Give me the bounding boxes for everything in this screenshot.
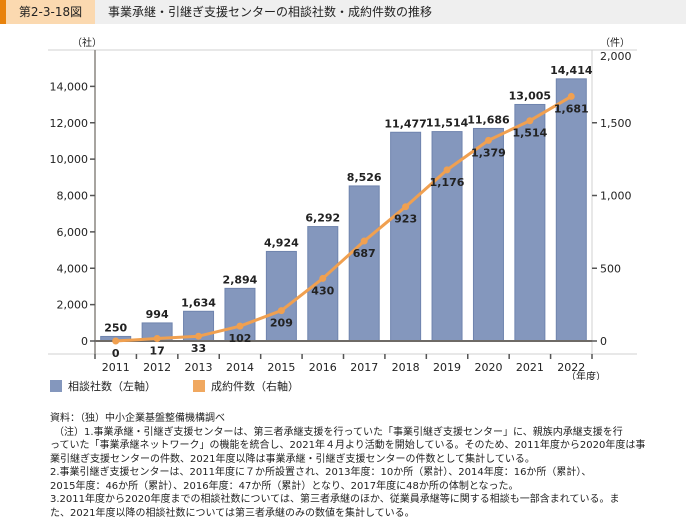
note-line: （注）1.事業承継・引継ぎ支援センターは、第三者承継支援を行っていた「事業引継ぎ…: [54, 426, 623, 438]
right-axis-unit: （件）: [600, 37, 630, 49]
x-axis-tick-label: 2015: [267, 361, 295, 374]
note-line: た、2021年度以降の相談社数については第三者承継のみの数値を集計している。: [50, 507, 415, 519]
bar-value-label: 994: [146, 308, 169, 321]
line-value-label: 102: [228, 332, 251, 345]
bar-value-label: 11,477: [384, 117, 426, 130]
x-axis-tick-label: 2014: [226, 361, 254, 374]
bar-consultations: [514, 103, 546, 342]
x-axis-tick-label: 2017: [350, 361, 378, 374]
bar-value-label: 250: [104, 321, 127, 334]
line-value-label: 687: [353, 247, 376, 260]
note-line: 2015年度：46か所（累計）、2016年度：47か所（累計）となり、2017年…: [50, 480, 519, 492]
line-value-label: 1,514: [512, 127, 547, 140]
x-axis-tick-label: 2019: [433, 361, 461, 374]
line-point: [443, 166, 451, 174]
line-point: [112, 337, 120, 345]
x-axis-tick-label: 2021: [516, 361, 544, 374]
line-value-label: 923: [394, 213, 417, 226]
line-point: [277, 307, 285, 315]
note-line: 業引継ぎ支援センターの件数、2021年度以降は事業承継・引継ぎ支援センターの件数…: [50, 453, 535, 465]
chart-frame: [48, 49, 637, 355]
line-point: [567, 92, 575, 100]
line-point: [402, 203, 410, 211]
bar-value-label: 1,634: [181, 296, 216, 309]
note-line: 2.事業引継ぎ支援センターは、2011年度に７か所設置され、2013年度：10か…: [50, 467, 592, 478]
line-value-label: 1,379: [471, 146, 506, 159]
x-axis-tick-label: 2013: [185, 361, 213, 374]
left-axis-tick-label: 2,000: [57, 299, 89, 312]
line-value-label: 17: [149, 345, 164, 358]
line-value-label: 209: [270, 317, 293, 330]
right-axis-tick-label: 500: [600, 262, 621, 275]
left-axis-tick-label: 4,000: [57, 262, 89, 275]
line-value-label: 430: [311, 284, 334, 297]
notes: 資料：（独）中小企業基盤整備機構調べ （注）1.事業承継・引継ぎ支援センターは、…: [50, 412, 670, 520]
bar-consultations: [224, 287, 256, 342]
legend-label-deals: 成約件数（右軸）: [211, 380, 299, 393]
header-accent-bar: [0, 0, 6, 24]
bar-consultations: [472, 127, 504, 342]
bar-value-label: 14,414: [550, 64, 593, 77]
bar-value-label: 11,686: [467, 113, 510, 126]
line-value-label: 0: [112, 347, 120, 360]
bar-consultations: [348, 185, 380, 342]
right-axis-tick-label: 2,000: [600, 50, 632, 63]
line-point: [526, 117, 534, 125]
line-value-label: 33: [191, 342, 206, 355]
x-axis-tick-label: 2018: [392, 361, 420, 374]
left-axis-tick-label: 12,000: [50, 117, 89, 130]
source-note: 資料：（独）中小企業基盤整備機構調べ: [50, 413, 225, 424]
bar-value-label: 4,924: [264, 236, 299, 249]
legend-item-consultations: 相談社数（左軸）: [50, 380, 156, 394]
line-point: [236, 322, 244, 330]
legend-label-consultations: 相談社数（左軸）: [68, 380, 156, 393]
x-axis-tick-label: 2022: [557, 361, 585, 374]
bar-value-label: 13,005: [509, 89, 551, 102]
left-axis-tick-label: 8,000: [57, 190, 89, 203]
x-axis-tick-label: 2016: [309, 361, 337, 374]
left-axis-tick-label: 14,000: [50, 80, 89, 93]
bar-consultations: [390, 131, 422, 342]
bar-consultations: [265, 250, 297, 342]
figure-title: 事業承継・引継ぎ支援センターの相談社数・成約件数の推移: [108, 5, 433, 19]
bar-value-label: 8,526: [347, 171, 382, 184]
legend-swatch-line: [193, 380, 205, 392]
legend-swatch-bar: [50, 380, 62, 392]
bar-value-label: 11,514: [426, 117, 469, 130]
x-axis-tick-label: 2012: [143, 361, 171, 374]
left-axis-tick-label: 10,000: [50, 153, 89, 166]
right-axis-tick-label: 0: [600, 335, 607, 348]
left-axis-unit: （社）: [72, 36, 102, 49]
note-line: 3.2011年度から2020年度までの相談社数については、第三者承継のほか、従業…: [50, 494, 620, 505]
line-point: [153, 335, 161, 343]
left-axis-tick-label: 6,000: [57, 226, 89, 239]
line-point: [484, 136, 492, 144]
line-value-label: 1,681: [554, 102, 589, 115]
figure-number: 第2-3-18図: [6, 0, 95, 24]
line-point: [195, 332, 203, 340]
bar-consultations: [555, 78, 587, 342]
legend-item-deals: 成約件数（右軸）: [193, 380, 299, 394]
bar-value-label: 2,894: [223, 273, 258, 286]
line-value-label: 1,176: [430, 176, 465, 189]
chart: （社） （件） 0 2,000 4,000 6,000 8,000 10,000 12,00…: [48, 36, 637, 380]
right-axis-tick-label: 1,500: [600, 117, 632, 130]
line-point: [319, 274, 327, 282]
bar-consultations: [307, 226, 339, 342]
x-axis-tick-label: 2011: [102, 361, 130, 374]
note-line: っていた「事業承継ネットワーク」の機能を統合し、2021年４月より活動を開始して…: [50, 440, 646, 451]
line-deals: [115, 95, 573, 343]
figure-header: 第2-3-18図 事業承継・引継ぎ支援センターの相談社数・成約件数の推移: [0, 0, 686, 24]
right-axis-tick-label: 1,000: [600, 190, 632, 203]
bar-value-label: 6,292: [305, 212, 340, 225]
line-point: [360, 237, 368, 245]
x-axis-unit: （年度）: [566, 370, 606, 380]
x-axis-tick-label: 2020: [474, 361, 502, 374]
left-axis-tick-label: 0: [81, 335, 88, 348]
